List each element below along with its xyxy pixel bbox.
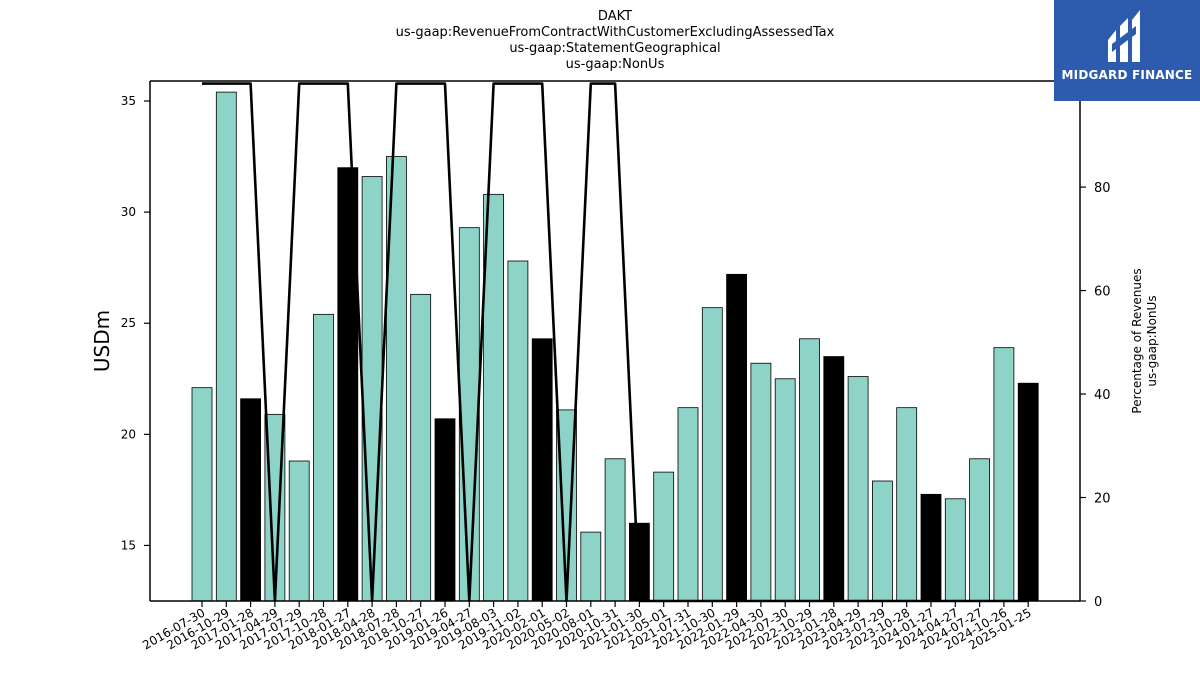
y-tick-label: 30 bbox=[121, 205, 136, 219]
axes: 15202530350204060801002016-07-302016-10-… bbox=[90, 78, 1159, 653]
bar-highlight bbox=[726, 273, 747, 602]
y2-tick-label: 40 bbox=[1094, 388, 1111, 403]
y2-tick-label: 60 bbox=[1094, 285, 1111, 300]
y-tick-label: 20 bbox=[121, 427, 136, 441]
y-tick-label: 35 bbox=[121, 94, 136, 108]
y-tick-label: 15 bbox=[121, 538, 136, 552]
y2-tick-label: 20 bbox=[1094, 492, 1111, 507]
bar bbox=[872, 480, 893, 602]
bar-highlight bbox=[240, 398, 262, 602]
bar bbox=[410, 293, 432, 602]
bar bbox=[604, 458, 626, 602]
bar bbox=[215, 91, 237, 602]
y-axis-label: USDm bbox=[90, 310, 114, 372]
bar bbox=[750, 362, 772, 602]
bar bbox=[701, 307, 723, 602]
bar bbox=[993, 347, 1015, 602]
bar bbox=[944, 498, 966, 602]
bar-highlight bbox=[434, 418, 456, 602]
bar bbox=[677, 407, 699, 602]
bar bbox=[580, 531, 602, 602]
bars bbox=[191, 91, 1039, 602]
y-tick-label: 25 bbox=[121, 316, 136, 330]
chart-title-line: DAKT bbox=[598, 9, 632, 24]
chart-title-line: us-gaap:NonUs bbox=[566, 57, 665, 72]
chart-title-line: us-gaap:RevenueFromContractWithCustomerE… bbox=[396, 25, 835, 40]
logo-mark-icon bbox=[1108, 10, 1140, 62]
bar bbox=[799, 338, 820, 602]
chart-title: DAKTus-gaap:RevenueFromContractWithCusto… bbox=[396, 9, 835, 72]
bar-highlight bbox=[1017, 382, 1039, 602]
logo-text: MIDGARD FINANCE bbox=[1061, 68, 1193, 82]
y2-tick-label: 80 bbox=[1094, 181, 1111, 196]
bar bbox=[969, 458, 990, 602]
bar bbox=[361, 176, 383, 602]
bar-highlight bbox=[823, 356, 845, 602]
bar-highlight bbox=[920, 493, 942, 602]
bar bbox=[288, 460, 310, 602]
y2-axis-label: Percentage of Revenues bbox=[1130, 268, 1144, 413]
bar bbox=[896, 407, 918, 602]
bar bbox=[653, 471, 675, 602]
chart-title-line: us-gaap:StatementGeographical bbox=[509, 41, 720, 56]
midgard-finance-logo: MIDGARD FINANCE bbox=[1054, 0, 1200, 101]
bar bbox=[774, 378, 796, 602]
bar bbox=[847, 376, 869, 602]
y2-axis-label: us-gaap:NonUs bbox=[1145, 295, 1159, 386]
bar bbox=[458, 227, 480, 602]
bar bbox=[191, 387, 213, 602]
bar-highlight bbox=[531, 338, 553, 602]
bar bbox=[313, 313, 334, 602]
bar bbox=[507, 260, 529, 602]
y2-tick-label: 0 bbox=[1094, 595, 1102, 610]
